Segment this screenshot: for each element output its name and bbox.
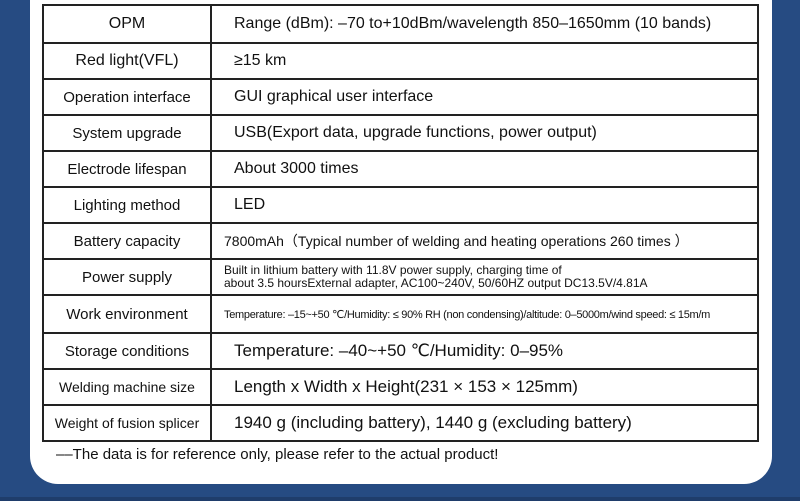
row-value-line: Built in lithium battery with 11.8V powe… [224,263,562,277]
row-value: Temperature: –40~+50 ℃/Humidity: 0–95% [210,332,759,370]
table-row: Power supply Built in lithium battery wit… [42,258,759,296]
table-row: Storage conditions Temperature: –40~+50 ℃… [42,332,759,370]
disclaimer-note: ––The data is for reference only, please… [56,446,499,463]
row-value: Range (dBm): –70 to+10dBm/wavelength 850… [210,4,759,44]
row-value: Built in lithium battery with 11.8V powe… [210,258,759,296]
row-label: Red light(VFL) [42,42,212,80]
row-value: About 3000 times [210,150,759,188]
row-label: Electrode lifespan [42,150,212,188]
table-row: Operation interface GUI graphical user in… [42,78,759,116]
row-value: 7800mAh（Typical number of welding and he… [210,222,759,260]
row-label: Battery capacity [42,222,212,260]
row-label: Power supply [42,258,212,296]
table-row: Weight of fusion splicer 1940 g (includin… [42,404,759,442]
row-label: System upgrade [42,114,212,152]
row-value: USB(Export data, upgrade functions, powe… [210,114,759,152]
row-value: LED [210,186,759,224]
table-row: Lighting method LED [42,186,759,224]
bottom-band [0,497,800,501]
table-row: Red light(VFL) ≥15 km [42,42,759,80]
row-value: GUI graphical user interface [210,78,759,116]
row-label: Lighting method [42,186,212,224]
row-value: Temperature: –15~+50 ℃/Humidity: ≤ 90% R… [210,294,759,334]
row-value-line: about 3.5 hoursExternal adapter, AC100~2… [224,276,648,290]
table-row: Welding machine size Length x Width x Hei… [42,368,759,406]
table-row: Battery capacity 7800mAh（Typical number o… [42,222,759,260]
row-label: Weight of fusion splicer [42,404,212,442]
row-label: Operation interface [42,78,212,116]
row-value: 1940 g (including battery), 1440 g (excl… [210,404,759,442]
table-row: System upgrade USB(Export data, upgrade f… [42,114,759,152]
row-label: Storage conditions [42,332,212,370]
table-row: OPM Range (dBm): –70 to+10dBm/wavelength … [42,4,759,44]
row-value: ≥15 km [210,42,759,80]
spec-table: OPM Range (dBm): –70 to+10dBm/wavelength … [42,4,759,442]
row-label: Welding machine size [42,368,212,406]
row-value: Length x Width x Height(231 × 153 × 125m… [210,368,759,406]
table-row: Electrode lifespan About 3000 times [42,150,759,188]
row-label: OPM [42,4,212,44]
row-label: Work environment [42,294,212,334]
table-row: Work environment Temperature: –15~+50 ℃/H… [42,294,759,334]
